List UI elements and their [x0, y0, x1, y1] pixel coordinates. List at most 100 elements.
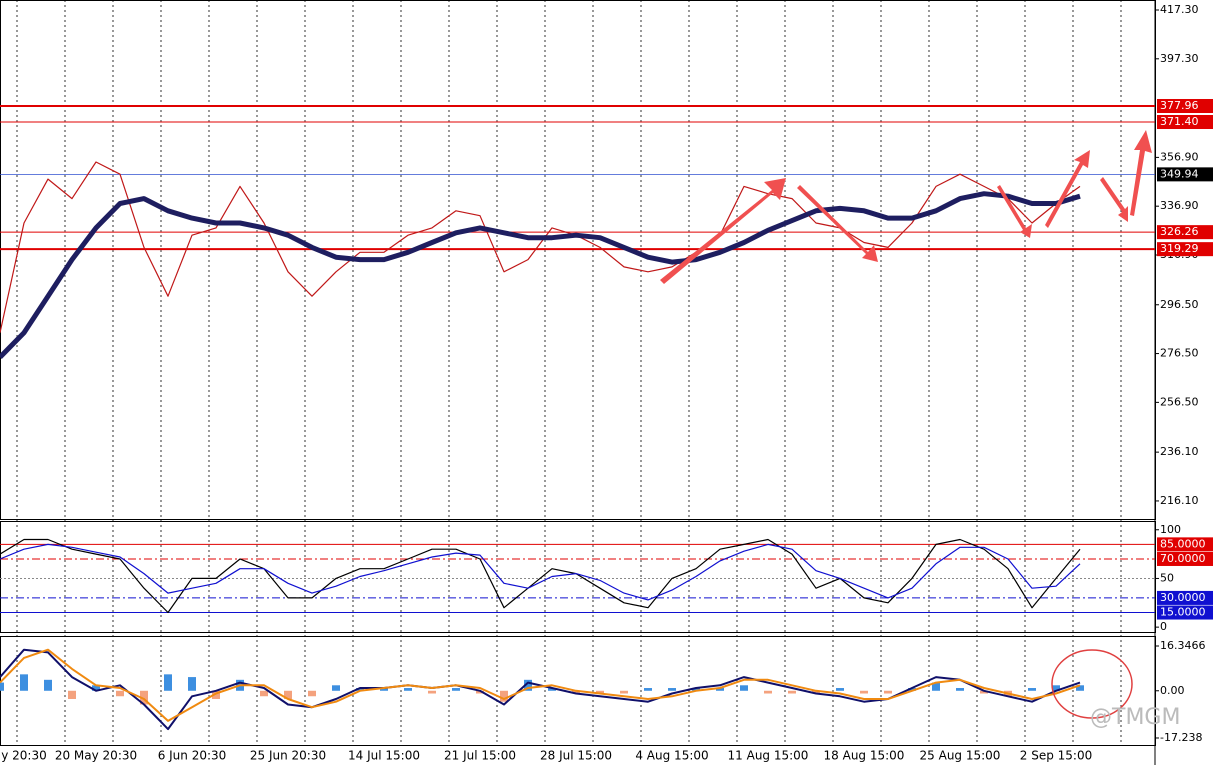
level-label: 377.96: [1160, 99, 1199, 112]
histogram-bar: [116, 690, 124, 697]
highlight-circle: [1051, 649, 1133, 719]
arrow: [1045, 150, 1090, 228]
y-tick-label: 236.10: [1160, 445, 1199, 458]
histogram-bar: [668, 688, 676, 691]
x-tick-label: 20 May 20:30: [55, 749, 137, 763]
histogram-bar: [716, 688, 724, 691]
x-tick-label: 18 Aug 15:00: [824, 749, 905, 763]
y-tick-label: -17.238: [1160, 731, 1202, 744]
histogram-bar: [356, 688, 364, 691]
y-tick-label: 356.90: [1160, 150, 1199, 163]
y-tick-label: 50: [1160, 571, 1174, 584]
x-tick-label: 21 Jul 15:00: [444, 749, 516, 763]
marks: [0, 104, 1155, 731]
level-label-box: [1157, 98, 1213, 113]
histogram-bar: [548, 688, 556, 691]
histogram-bar: [932, 682, 940, 691]
y-tick-label: 336.90: [1160, 199, 1199, 212]
histogram-bar: [332, 685, 340, 691]
indicator-line: [0, 648, 1081, 722]
indicator-line: [0, 648, 1081, 731]
histogram-bar: [884, 690, 892, 694]
level-label-box: [1157, 115, 1213, 130]
series-line: [0, 543, 1081, 601]
arrow: [797, 185, 878, 262]
histogram-bar: [620, 690, 628, 694]
arrow: [1100, 177, 1128, 222]
level-label: 371.40: [1160, 115, 1199, 128]
histogram-bar: [140, 690, 148, 705]
x-tick-label: 14 Jul 15:00: [348, 749, 420, 763]
x-tick-label: y 20:30: [1, 749, 47, 763]
level-label: 349.94: [1160, 167, 1199, 180]
level-label-box: [1157, 605, 1213, 620]
level-label-box: [1157, 537, 1213, 552]
histogram-bar: [692, 688, 700, 691]
histogram-bar: [860, 690, 868, 694]
histogram-bar: [92, 685, 100, 691]
histogram-bar: [284, 690, 292, 699]
x-tick-label: 28 Jul 15:00: [540, 749, 612, 763]
level-label: 30.0000: [1160, 591, 1206, 604]
histogram-bar: [596, 690, 604, 694]
y-tick-label: 276.50: [1160, 347, 1199, 360]
y-tick-label: 16.3466: [1160, 639, 1206, 652]
y-tick-label: 417.30: [1160, 3, 1199, 16]
histogram-bar: [452, 688, 460, 691]
histogram-bar: [68, 690, 76, 699]
histogram-bar: [0, 682, 4, 691]
histogram-bar: [44, 679, 52, 691]
histogram-bar: [404, 688, 412, 691]
histogram-bar: [980, 690, 988, 694]
x-tick-label: 6 Jun 20:30: [158, 749, 227, 763]
level-label-box: [1157, 242, 1213, 257]
histogram-bar: [308, 690, 316, 697]
level-label: 15.0000: [1160, 606, 1206, 619]
histogram-bar: [188, 677, 196, 691]
x-tick-label: 4 Aug 15:00: [635, 749, 708, 763]
level-label-box: [1157, 225, 1213, 240]
histogram-bar: [428, 690, 436, 694]
x-tick-label: 25 Jun 20:30: [250, 749, 326, 763]
level-label: 326.26: [1160, 225, 1199, 238]
y-tick-label: 216.10: [1160, 494, 1199, 507]
x-tick-label: 11 Aug 15:00: [728, 749, 809, 763]
histogram-bar: [524, 679, 532, 691]
histogram-bar: [836, 688, 844, 691]
y-tick-label: 100: [1160, 523, 1181, 536]
histogram-bar: [764, 690, 772, 694]
histogram-bar: [260, 690, 268, 697]
histogram-bar: [500, 690, 508, 702]
level-label: 319.29: [1160, 242, 1199, 255]
level-label: 70.0000: [1160, 552, 1206, 565]
y-tick-label: 296.50: [1160, 298, 1199, 311]
y-tick-label: 0.00: [1160, 684, 1185, 697]
histogram-bar: [908, 688, 916, 691]
histogram-bar: [1052, 685, 1060, 691]
histogram-bar: [572, 690, 580, 694]
x-tick-label: 25 Aug 15:00: [920, 749, 1001, 763]
histogram-bar: [20, 674, 28, 691]
histogram-bar: [956, 688, 964, 691]
level-label: 85.0000: [1160, 537, 1206, 550]
watermark: @TMGM: [1090, 705, 1180, 730]
y-tick-label: 397.30: [1160, 52, 1199, 65]
level-label-box: [1157, 590, 1213, 605]
x-tick-label: 2 Sep 15:00: [1020, 749, 1092, 763]
histogram-bar: [380, 688, 388, 691]
level-label-box: [1157, 551, 1213, 566]
series-line: [0, 161, 1081, 333]
y-tick-label: 0: [1160, 620, 1167, 633]
arrow: [997, 185, 1032, 238]
arrow: [660, 178, 786, 284]
y-tick-label: 256.50: [1160, 395, 1199, 408]
histogram-bar: [1028, 688, 1036, 691]
histogram-bar: [812, 690, 820, 694]
series-line: [0, 538, 1081, 614]
level-label-box: [1157, 167, 1213, 182]
series-line: [0, 191, 1081, 359]
histogram-bar: [212, 690, 220, 699]
histogram-bar: [164, 674, 172, 691]
